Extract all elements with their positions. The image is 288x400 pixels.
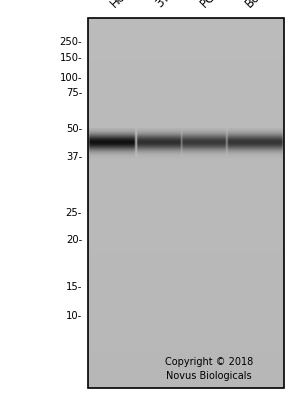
Text: 25-: 25- xyxy=(66,208,82,218)
Text: Bovine: Bovine xyxy=(243,0,281,10)
Text: 15-: 15- xyxy=(66,282,82,292)
Text: HeLa: HeLa xyxy=(108,0,138,10)
Text: 3T3: 3T3 xyxy=(153,0,178,10)
Text: 75-: 75- xyxy=(66,88,82,98)
Text: 37-: 37- xyxy=(66,152,82,162)
Text: 10-: 10- xyxy=(66,311,82,321)
Text: 100-: 100- xyxy=(60,73,82,83)
Text: Copyright © 2018
Novus Biologicals: Copyright © 2018 Novus Biologicals xyxy=(165,357,253,381)
Text: 150-: 150- xyxy=(59,53,82,63)
Text: 20-: 20- xyxy=(66,235,82,245)
Text: 50-: 50- xyxy=(66,124,82,134)
Text: PC12: PC12 xyxy=(198,0,229,10)
Bar xyxy=(88,18,284,388)
Text: 250-: 250- xyxy=(59,37,82,47)
